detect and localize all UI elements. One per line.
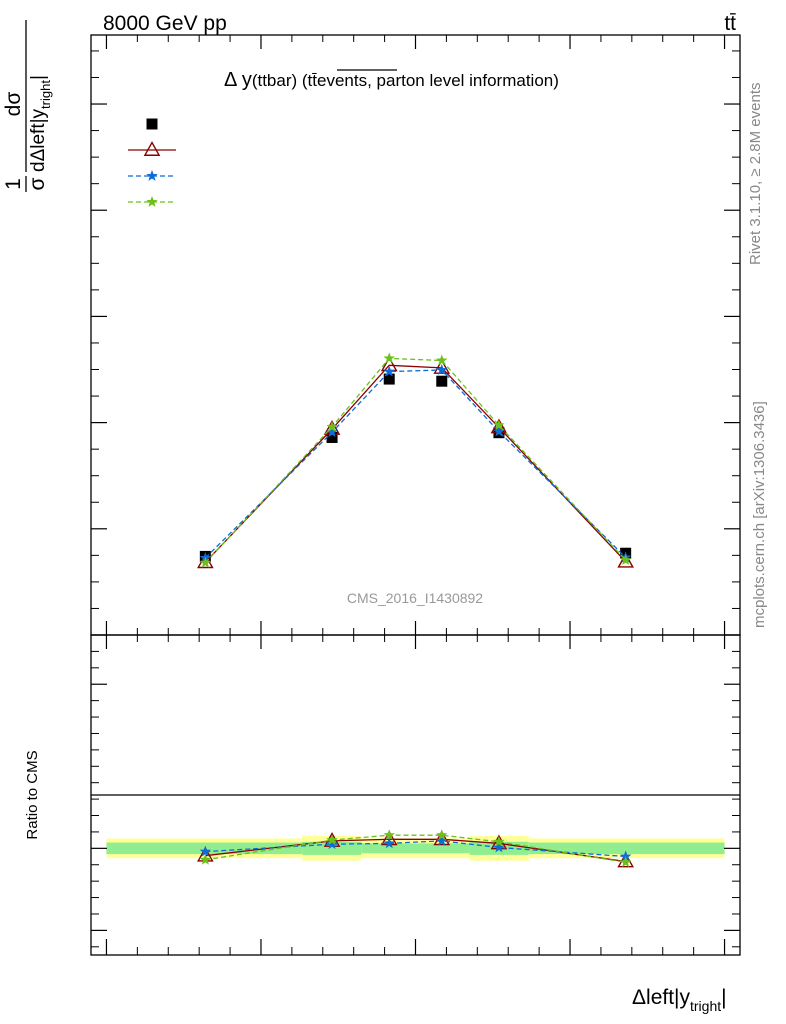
ratio-data-point bbox=[326, 834, 338, 845]
series-3 bbox=[199, 352, 632, 568]
data-point bbox=[493, 419, 505, 431]
ratio-xlabel: Δleft|ytright| bbox=[632, 986, 727, 1014]
ratio-ylabel: Ratio to CMS bbox=[24, 750, 41, 839]
ylabel-den-right: dΔleft|ytright| bbox=[28, 75, 53, 172]
ylabel-den-end: | bbox=[28, 75, 49, 80]
ratio-band-inner bbox=[361, 843, 416, 854]
plot-title-prefix: Δ y bbox=[224, 69, 252, 91]
ratio-series-1 bbox=[199, 834, 632, 862]
plot-title: Δ y(ttbar) (tt̄events, parton level info… bbox=[224, 69, 559, 91]
legend bbox=[128, 118, 176, 207]
data-point bbox=[436, 354, 448, 366]
main-ylabel: 1 σ dσ dΔleft|ytright| bbox=[2, 20, 53, 192]
series-line bbox=[204, 357, 627, 564]
data-point bbox=[433, 358, 451, 374]
ratio-axis-ticks bbox=[91, 635, 740, 955]
rivet-side-text: Rivet 3.1.10, ≥ 2.8M events bbox=[747, 83, 764, 266]
plot-title-mid: (ttbar) ( bbox=[252, 71, 308, 90]
xlabel-main: Δleft|y bbox=[632, 986, 690, 1009]
main-frame bbox=[90, 34, 741, 636]
ratio-band-inner bbox=[528, 842, 725, 855]
ratio-band-inner bbox=[106, 842, 303, 855]
ylabel-den-left: σ bbox=[26, 177, 49, 190]
process-label: tt̄ bbox=[724, 12, 736, 35]
data-point bbox=[493, 425, 505, 437]
mcplots-side-text: mcplots.cern.ch [arXiv:1306.3436] bbox=[751, 401, 768, 628]
series-line bbox=[204, 364, 627, 563]
series-line bbox=[204, 369, 627, 559]
ratio-data-point bbox=[383, 837, 395, 849]
ratio-data-point bbox=[199, 853, 212, 865]
data-point bbox=[326, 426, 338, 438]
data-point bbox=[383, 365, 395, 377]
ylabel-den-main: dΔleft|y bbox=[28, 108, 49, 172]
ratio-data-point bbox=[619, 850, 632, 862]
data-point bbox=[383, 373, 395, 385]
ratio-data-point bbox=[493, 841, 505, 853]
data-point bbox=[619, 554, 632, 565]
ratio-data-point bbox=[436, 829, 448, 841]
legend-marker bbox=[143, 141, 161, 156]
series-2 bbox=[199, 364, 632, 563]
series-1 bbox=[197, 356, 634, 569]
ratio-data-point bbox=[383, 829, 395, 841]
ylabel-num-left: 1 bbox=[2, 178, 25, 190]
ylabel-num-right: dσ bbox=[2, 92, 25, 117]
ratio-band-inner bbox=[415, 843, 470, 854]
plot-title-suffix: parton level information) bbox=[372, 71, 559, 90]
data-point bbox=[617, 552, 634, 568]
ratio-band-inner bbox=[302, 841, 362, 855]
ratio-panel bbox=[90, 634, 741, 956]
ratio-data-point bbox=[326, 838, 338, 850]
main-series-group bbox=[197, 352, 634, 569]
ratio-data-point bbox=[433, 830, 451, 846]
legend-marker bbox=[146, 170, 158, 181]
plot-title-overline: tt̄events, bbox=[308, 71, 372, 90]
xlabel-end: | bbox=[721, 986, 726, 1009]
ratio-series-line bbox=[205, 840, 626, 858]
ratio-frame bbox=[90, 634, 741, 956]
data-point bbox=[436, 375, 448, 387]
data-point bbox=[326, 420, 338, 432]
energy-label: 8000 GeV pp bbox=[103, 12, 227, 35]
ylabel-den-sub: tright bbox=[38, 80, 53, 109]
legend-marker bbox=[146, 118, 158, 130]
ratio-data-point bbox=[619, 856, 632, 868]
ratio-data-point bbox=[493, 835, 505, 847]
main-axis-ticks bbox=[91, 35, 740, 636]
data-point bbox=[199, 556, 212, 568]
data-point bbox=[436, 364, 448, 375]
xlabel-sub: tright bbox=[690, 998, 721, 1014]
ratio-series-line bbox=[205, 834, 626, 863]
ratio-series-group bbox=[197, 829, 634, 868]
watermark: CMS_2016_I1430892 bbox=[347, 590, 483, 606]
ratio-data-point bbox=[436, 834, 448, 846]
ratio-data-point bbox=[199, 845, 212, 857]
data-point bbox=[383, 352, 395, 364]
ratio-series-2 bbox=[199, 829, 632, 868]
legend-marker bbox=[146, 196, 158, 207]
main-panel: CMS_2016_I1430892 bbox=[90, 34, 741, 636]
series-0 bbox=[199, 373, 632, 562]
data-point bbox=[326, 431, 338, 443]
